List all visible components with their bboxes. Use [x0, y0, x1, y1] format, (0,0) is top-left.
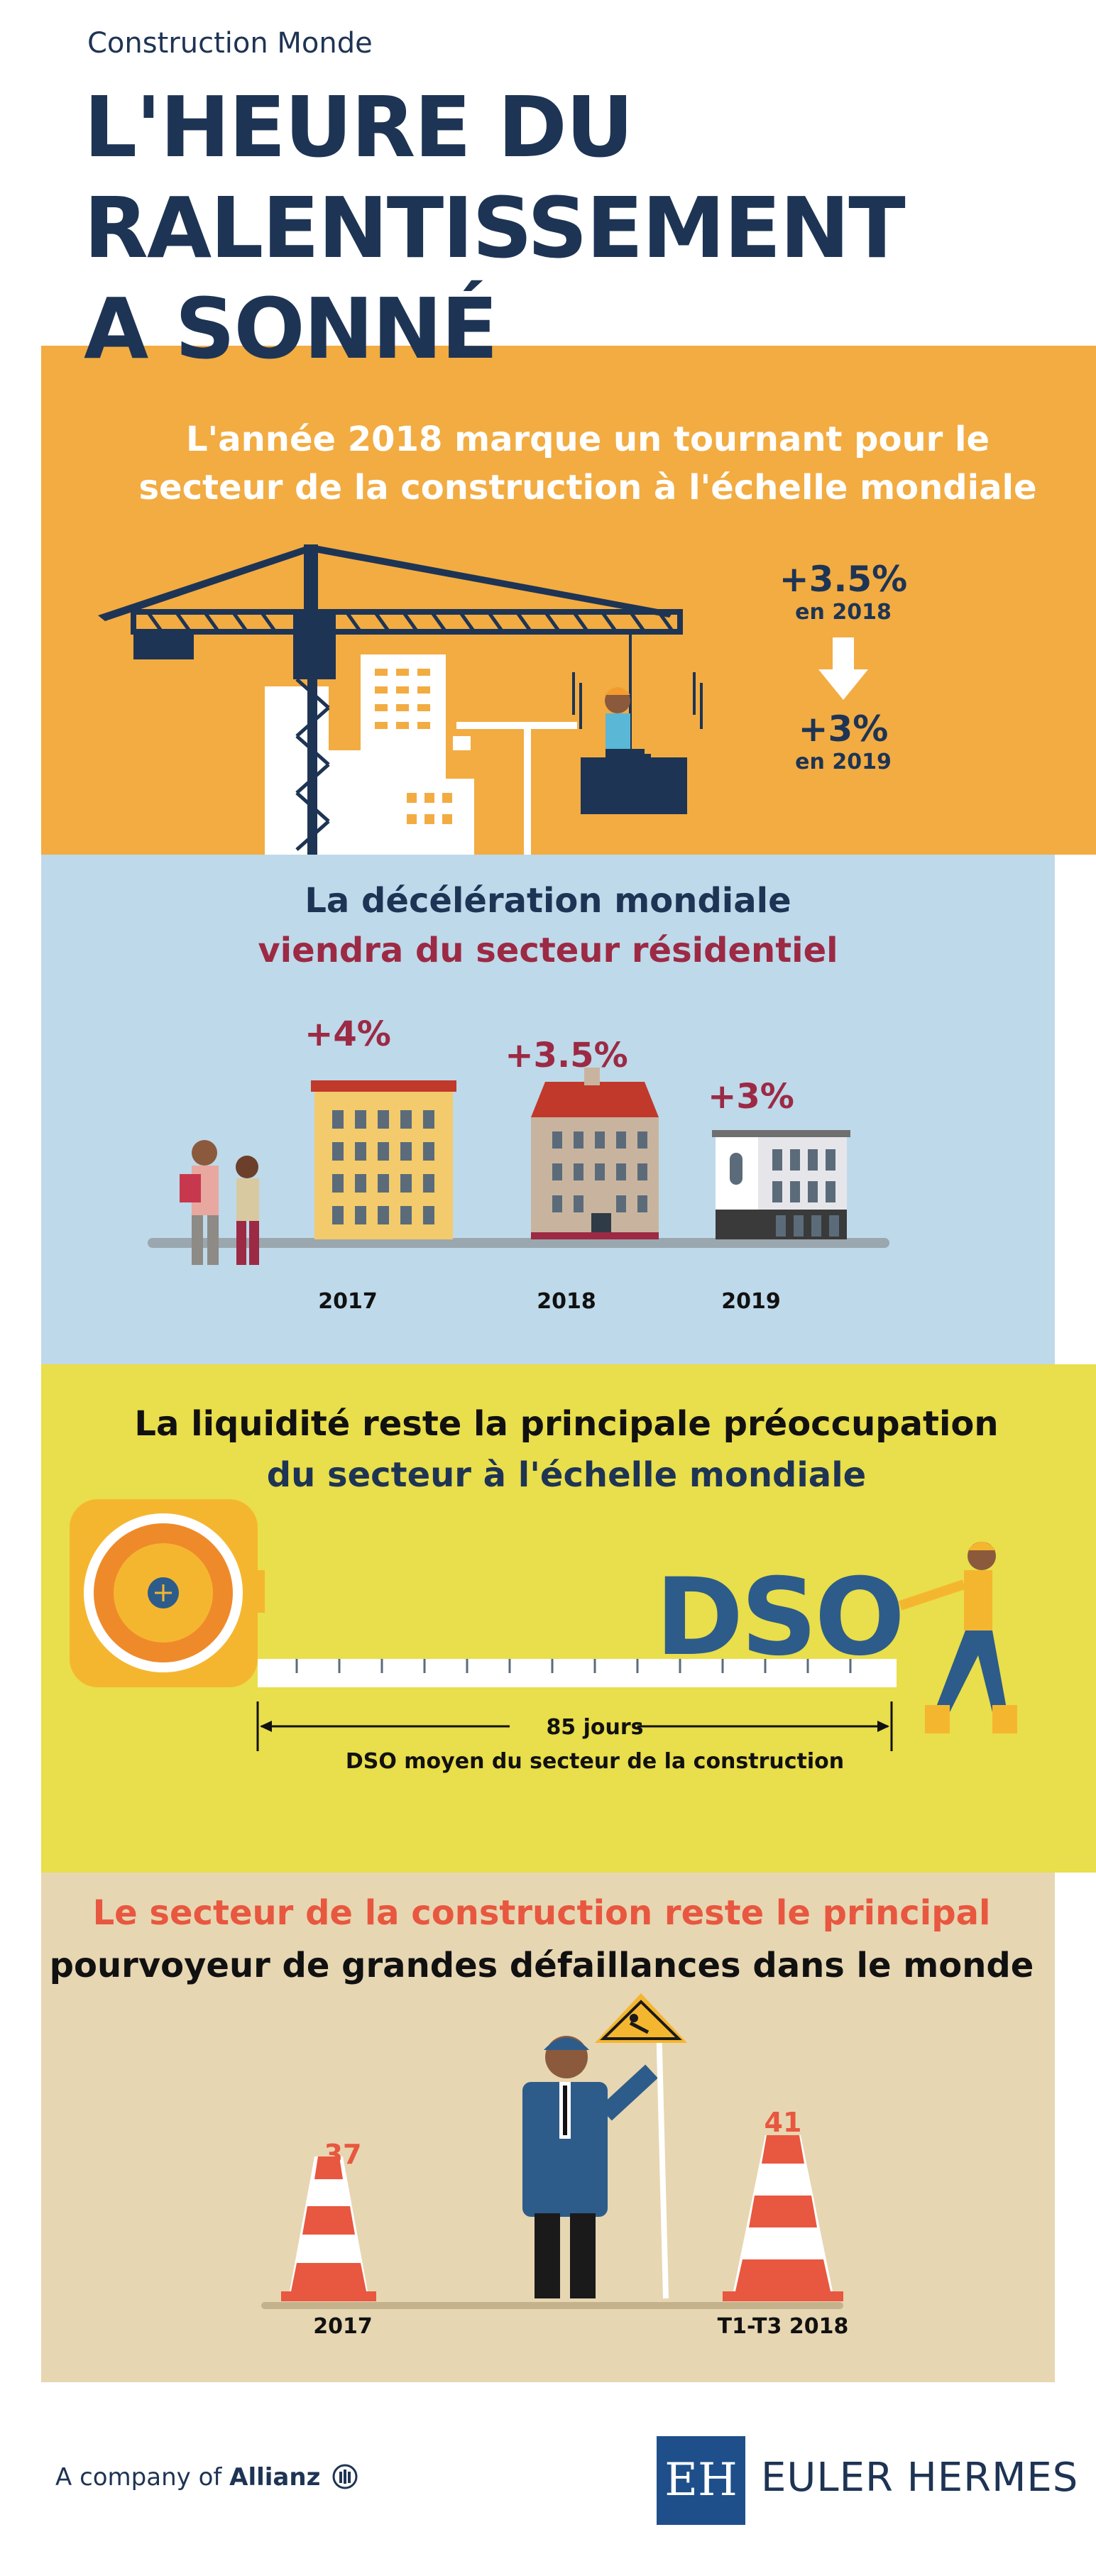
warning-sign-icon: [595, 1993, 687, 2043]
section1-title-line-2: secteur de la construction à l'échelle m…: [138, 468, 1037, 508]
year-2018: 2018: [537, 1289, 596, 1314]
value-2019: +3%: [708, 1077, 794, 1117]
value-2018: +3.5%: [505, 1036, 628, 1075]
section2-title-line-2: viendra du secteur résidentiel: [258, 931, 838, 970]
brand-label: Construction Monde: [87, 27, 373, 60]
section-insolvencies: Le secteur de la construction reste le p…: [41, 1873, 1055, 2382]
section4-title-line-1: Le secteur de la construction reste le p…: [92, 1893, 991, 1933]
label-2017: 2017: [313, 2314, 373, 2339]
section-residential: La décélération mondiale viendra du sect…: [41, 855, 1055, 1364]
value-2017: +4%: [305, 1014, 391, 1054]
section4-title-line-2: pourvoyeur de grandes défaillances dans …: [49, 1946, 1034, 1985]
building-2017: [311, 1080, 456, 1239]
label-2018: en 2018: [795, 600, 892, 625]
arrow-down-icon: [818, 637, 868, 700]
value-2018: 41: [764, 2107, 802, 2138]
year-2019: 2019: [721, 1289, 781, 1314]
dso-word: DSO: [655, 1556, 905, 1679]
section3-title: La liquidité reste la principale préoccu…: [41, 1398, 1092, 1501]
allianz-eagle-icon: [332, 2464, 358, 2489]
eh-logo-text: EH: [664, 2454, 738, 2506]
residential-illustration: [148, 1068, 889, 1265]
label-2019: en 2019: [795, 750, 892, 774]
worker-figure: [522, 2036, 658, 2298]
euler-hermes-name: EULER HERMES: [761, 2455, 1079, 2501]
page-title: L'HEURE DU RALENTISSEMENT: [84, 77, 906, 278]
section-liquidity: La liquidité reste la principale préoccu…: [41, 1364, 1096, 1873]
section2-title: La décélération mondiale viendra du sect…: [41, 876, 1055, 975]
tape-measure-illustration: [70, 1499, 1017, 1751]
growth-comparison: +3.5% en 2018 +3% en 2019: [747, 559, 939, 774]
section3-title-line-1: La liquidité reste la principale préoccu…: [134, 1404, 999, 1444]
year-2017: 2017: [318, 1289, 378, 1314]
section4-title: Le secteur de la construction reste le p…: [6, 1887, 1078, 1992]
section2-title-line-1: La décélération mondiale: [305, 881, 791, 921]
family-figure: [180, 1140, 259, 1265]
crane-illustration: [98, 544, 703, 855]
euler-hermes-logo-mark: EH: [657, 2436, 745, 2525]
cone-2018: [723, 2135, 843, 2301]
section1-title-line-1: L'année 2018 marque un tournant pour le: [185, 420, 990, 459]
cone-2017: [281, 2156, 376, 2301]
allianz-name: Allianz: [229, 2463, 321, 2492]
building-2019: [712, 1130, 850, 1239]
value-2017: 37: [324, 2139, 362, 2170]
value-2018: +3.5%: [779, 559, 908, 600]
section-slowdown: L'année 2018 marque un tournant pour le …: [41, 346, 1096, 855]
value-2019: +3%: [798, 708, 889, 750]
section3-title-line-2: du secteur à l'échelle mondiale: [266, 1455, 867, 1495]
title-line-1: L'HEURE DU: [84, 78, 634, 176]
allianz-prefix: A company of: [55, 2463, 230, 2492]
title-line-2: RALENTISSEMENT: [84, 179, 906, 277]
section1-title: L'année 2018 marque un tournant pour le …: [41, 415, 1096, 512]
days-label: 85 jours: [546, 1715, 644, 1740]
hanging-block: [581, 757, 687, 814]
allianz-logo: A company of Allianz: [55, 2463, 358, 2492]
building-2018: [531, 1068, 659, 1239]
label-2018: T1-T3 2018: [717, 2314, 849, 2339]
dso-caption: DSO moyen du secteur de la construction: [345, 1749, 845, 1774]
insolvency-illustration: [261, 1993, 843, 2309]
title-line-3: A SONNÉ: [84, 280, 498, 378]
